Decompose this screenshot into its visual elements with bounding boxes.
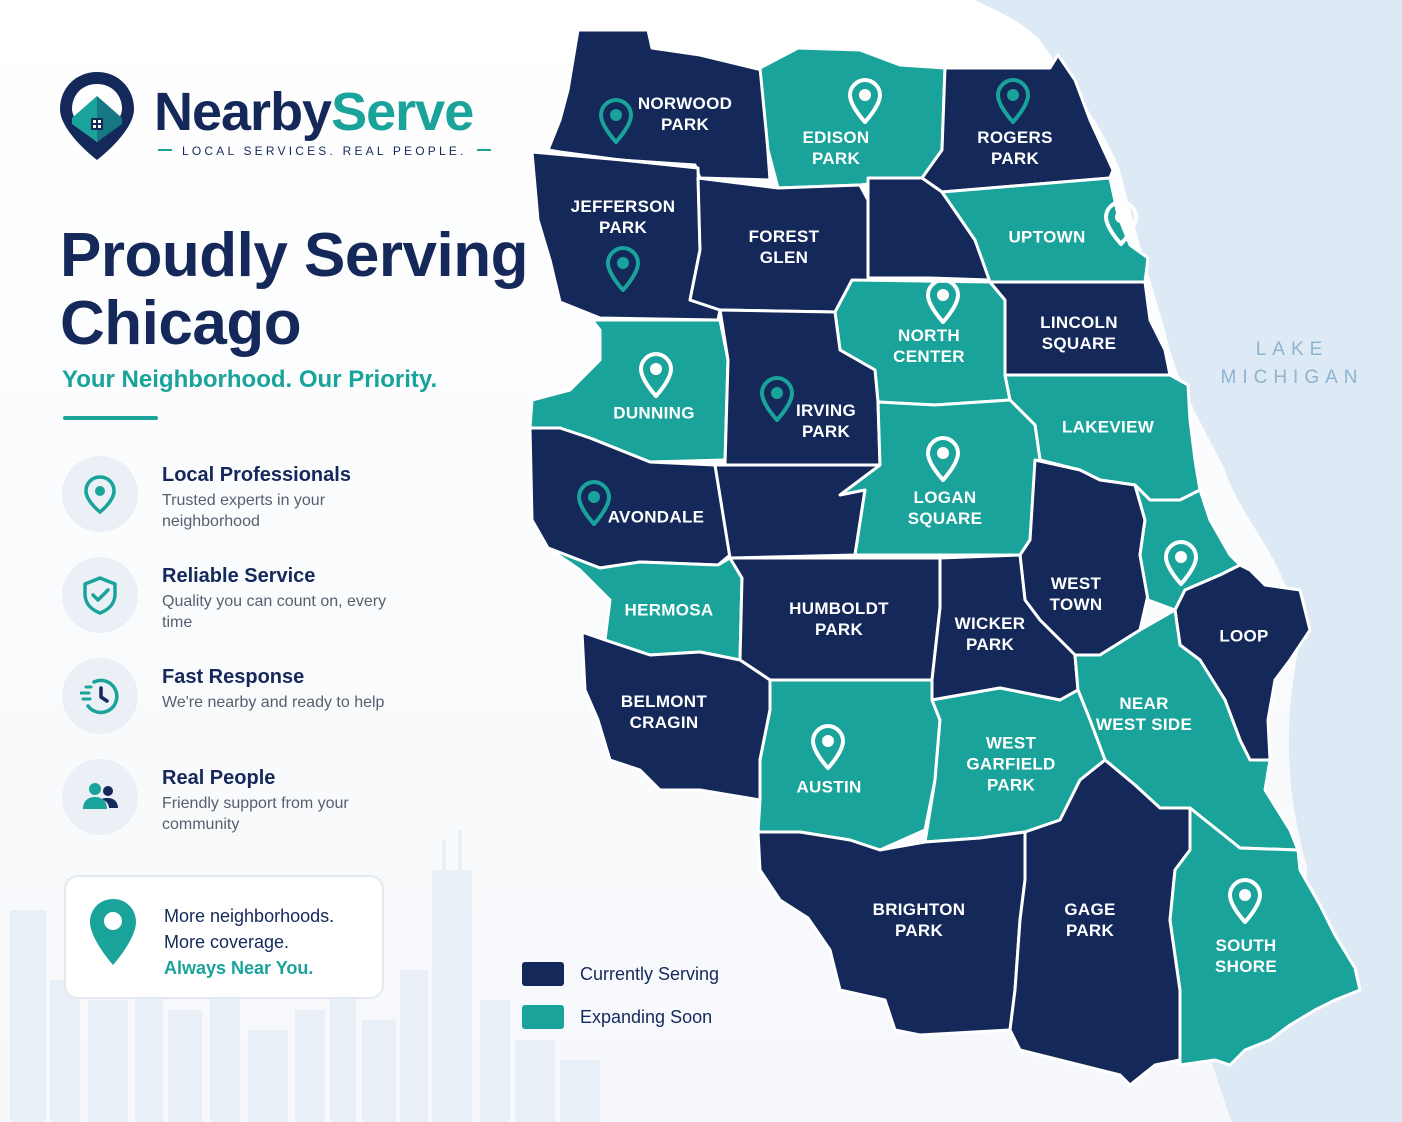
brand-tagline: LOCAL SERVICES. REAL PEOPLE.: [158, 144, 491, 158]
district-rogers-park[interactable]: [920, 53, 1115, 194]
feature-real-people: Real People Friendly support from your c…: [62, 759, 422, 843]
map-marker-icon[interactable]: [1164, 540, 1198, 586]
feature-local-professionals: Local Professionals Trusted experts in y…: [62, 456, 422, 540]
neighborhood-label: NORTH CENTER: [893, 326, 965, 366]
neighborhood-label: SOUTH SHORE: [1215, 936, 1277, 976]
neighborhood-label: LOGAN SQUARE: [907, 488, 983, 528]
neighborhood-label: LINCOLN SQUARE: [1040, 313, 1118, 353]
brand-logo: NearbyServe LOCAL SERVICES. REAL PEOPLE.: [58, 70, 518, 170]
neighborhood-label: HERMOSA: [624, 600, 714, 620]
map-marker-icon[interactable]: [1104, 200, 1138, 246]
feature-reliable-service: Reliable Service Quality you can count o…: [62, 557, 422, 641]
accent-divider: [63, 416, 158, 420]
legend-swatch: [522, 962, 564, 986]
promo-accent-line: Always Near You.: [164, 958, 314, 978]
map-marker-icon[interactable]: [811, 724, 845, 770]
map-marker-icon[interactable]: [639, 352, 673, 398]
district-lincoln-square[interactable]: [988, 280, 1172, 377]
neighborhood-label: WEST GARFIELD PARK: [966, 733, 1056, 795]
location-pin-icon: [84, 475, 116, 514]
neighborhood-label: JEFFERSON PARK: [570, 197, 676, 237]
page-title: Proudly Serving Chicago: [60, 221, 528, 358]
map-marker-icon[interactable]: [606, 246, 640, 292]
location-pin-icon: [90, 899, 136, 965]
district-south-shore[interactable]: [1168, 806, 1362, 1067]
neighborhood-label: NEAR WEST SIDE: [1095, 694, 1193, 734]
fast-clock-icon: [80, 678, 119, 715]
neighborhood-label: HUMBOLDT PARK: [789, 599, 889, 639]
shield-check-icon: [83, 576, 117, 615]
feature-fast-response: Fast Response We're nearby and ready to …: [62, 658, 422, 742]
neighborhood-label: FOREST GLEN: [748, 227, 820, 267]
brand-name: NearbyServe: [154, 82, 474, 142]
feature-title: Fast Response: [162, 666, 305, 688]
neighborhood-label: IRVING PARK: [795, 401, 857, 441]
lake-label: LAKE MICHIGAN: [1220, 339, 1364, 388]
logo-home-pin-icon: [60, 72, 134, 160]
people-icon: [83, 783, 118, 809]
neighborhood-label: AUSTIN: [796, 777, 862, 797]
neighborhood-label: EDISON PARK: [802, 128, 870, 168]
neighborhood-label: LAKEVIEW: [1061, 417, 1155, 437]
feature-description: We're nearby and ready to help: [162, 694, 385, 711]
neighborhood-label: ROGERS PARK: [977, 128, 1053, 168]
map-marker-icon[interactable]: [577, 480, 611, 526]
promo-line: More neighborhoods.: [164, 906, 335, 926]
neighborhood-label: NORWOOD PARK: [637, 94, 733, 134]
district-uptown[interactable]: [940, 176, 1150, 284]
map-marker-icon[interactable]: [599, 98, 633, 144]
neighborhood-label: AVONDALE: [607, 507, 705, 527]
neighborhood-label: BRIGHTON PARK: [872, 900, 966, 940]
feature-title: Real People: [162, 767, 276, 789]
map-marker-icon[interactable]: [996, 78, 1030, 124]
neighborhood-label: GAGE PARK: [1064, 900, 1116, 940]
neighborhood-label: DUNNING: [613, 403, 695, 423]
legend-label: Currently Serving: [580, 964, 720, 984]
page-subtitle: Your Neighborhood. Our Priority.: [62, 366, 438, 393]
feature-title: Local Professionals: [162, 464, 351, 486]
feature-description: Friendly support from your community: [162, 795, 349, 833]
map-marker-icon[interactable]: [926, 436, 960, 482]
neighborhood-label: LOOP: [1219, 626, 1269, 646]
map-marker-icon[interactable]: [1228, 878, 1262, 924]
promo-line: More coverage.: [164, 932, 290, 952]
legend-label: Expanding Soon: [580, 1007, 713, 1027]
feature-description: Quality you can count on, every time: [162, 593, 387, 631]
map-marker-icon[interactable]: [926, 278, 960, 324]
map-marker-icon[interactable]: [760, 376, 794, 422]
district-austin[interactable]: [756, 678, 942, 852]
map-marker-icon[interactable]: [848, 78, 882, 124]
feature-title: Reliable Service: [162, 565, 316, 587]
feature-description: Trusted experts in your neighborhood: [162, 492, 326, 530]
legend-swatch: [522, 1005, 564, 1029]
neighborhood-label: BELMONT CRAGIN: [620, 692, 708, 732]
neighborhood-label: UPTOWN: [1008, 227, 1086, 247]
district-jefferson-park[interactable]: [530, 150, 722, 322]
neighborhood-label: WICKER PARK: [954, 614, 1026, 654]
neighborhood-label: WEST TOWN: [1049, 574, 1103, 614]
map-legend: Currently Serving Expanding Soon: [522, 958, 752, 1038]
promo-card: More neighborhoods. More coverage. Alway…: [64, 875, 384, 999]
